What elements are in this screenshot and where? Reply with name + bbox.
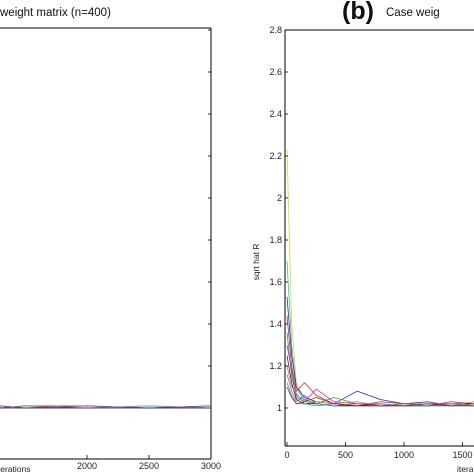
panel-a-series	[0, 405, 212, 409]
panel-b-y-tick-label: 1	[277, 403, 282, 413]
panel-a-x-ticks: 2000 2500 3000	[77, 455, 221, 471]
panel-a-x-tick-label: 2000	[77, 461, 97, 471]
panel-b-y-tick-label: 2.6	[269, 67, 282, 77]
panel-b-series-line	[286, 296, 474, 407]
panel-b-series-line	[286, 332, 474, 407]
panel-b-y-tick-label: 1.6	[269, 277, 282, 287]
panel-a-x-axis-label: iterations	[0, 464, 31, 474]
panel-b-axes	[284, 29, 474, 447]
panel-b-series-line	[286, 260, 474, 407]
panel-b-series	[286, 149, 474, 407]
panel-b: (b) Case weig 0 500 1000 1500 1 1.2 1.4 1.6 1.8…	[251, 0, 474, 474]
panel-b-series-line	[286, 386, 474, 407]
panel-b-x-tick-label: 1500	[452, 450, 472, 460]
panel-b-series-line	[286, 149, 474, 407]
panel-a: weight matrix (n=400) 2000 2500 3000 itera…	[0, 7, 221, 474]
panel-b-y-ticks: 1 1.2 1.4 1.6 1.8 2 2.2 2.4 2.6 2.8	[269, 25, 288, 413]
panel-b-y-tick-label: 2	[277, 193, 282, 203]
panel-b-y-tick-label: 2.4	[269, 109, 282, 119]
panel-b-y-tick-label: 1.2	[269, 361, 282, 371]
panel-a-x-tick-label: 2500	[139, 461, 159, 471]
panel-b-label: (b)	[342, 0, 374, 25]
panel-b-x-axis-label: itera	[457, 464, 474, 474]
panel-b-y-tick-label: 2.2	[269, 151, 282, 161]
panel-b-y-tick-label: 2.8	[269, 25, 282, 35]
panel-b-y-axis-label: sqrt hat R	[251, 244, 261, 281]
panel-b-series-line	[286, 374, 474, 407]
panel-b-series-line	[286, 315, 474, 407]
panel-b-x-ticks: 0 500 1000 1500	[284, 442, 473, 460]
panel-b-y-tick-label: 1.4	[269, 319, 282, 329]
panel-b-y-tick-label: 1.8	[269, 235, 282, 245]
panel-b-title: Case weig	[386, 7, 440, 19]
panel-a-axes	[0, 27, 212, 460]
panel-b-x-tick-label: 1000	[394, 450, 414, 460]
panel-b-x-tick-label: 0	[284, 450, 289, 460]
panel-b-series-line	[286, 355, 474, 407]
panel-a-x-tick-label: 3000	[201, 461, 221, 471]
panel-b-x-tick-label: 500	[338, 450, 353, 460]
panel-a-title: weight matrix (n=400)	[0, 7, 111, 19]
panel-b-series-line	[286, 344, 474, 407]
